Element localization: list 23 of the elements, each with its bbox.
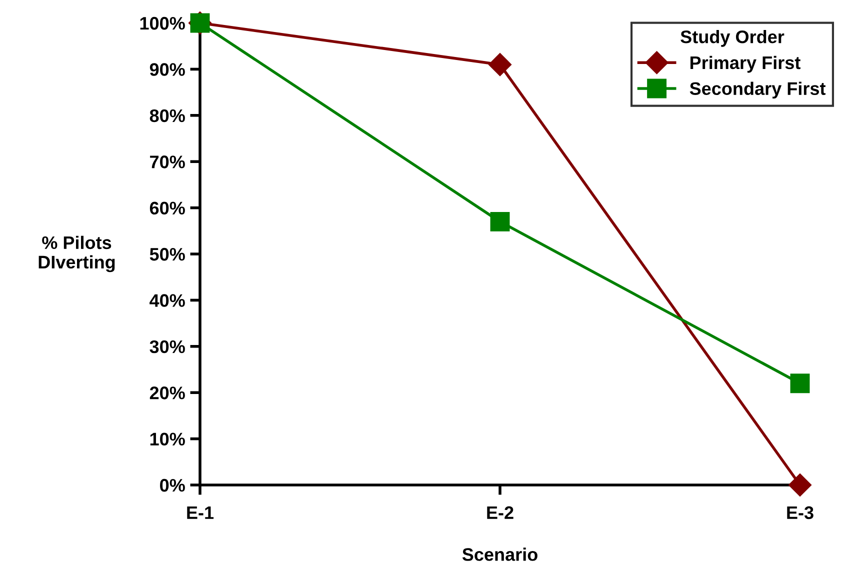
y-tick-label: 60% <box>150 202 185 215</box>
legend-label: Primary First <box>690 56 800 73</box>
x-tick-label: E-2 <box>487 506 514 519</box>
y-tick-label: 70% <box>150 156 185 168</box>
legend-title: Study Order <box>680 30 784 47</box>
y-tick-label: 50% <box>150 248 185 261</box>
point <box>490 212 510 232</box>
y-tick-label: 30% <box>150 340 185 354</box>
y-tick-label: 90% <box>150 63 185 76</box>
point <box>788 474 812 496</box>
y-axis-title: % Pilots DIverting <box>38 236 115 272</box>
y-tick-label: 80% <box>150 109 185 122</box>
y-tick-label: 0% <box>160 478 185 492</box>
y-tick-label: 20% <box>150 386 185 400</box>
point <box>790 374 810 394</box>
point <box>488 53 512 76</box>
y-tick-label: 10% <box>150 432 185 446</box>
x-tick-label: E-1 <box>187 506 214 519</box>
x-axis-title: Scenario <box>462 548 538 561</box>
y-tick-label: 40% <box>150 294 185 307</box>
x-tick-label: E-3 <box>787 506 814 520</box>
y-tick-label: 100% <box>140 16 185 30</box>
legend-label: Secondary First <box>690 82 826 99</box>
